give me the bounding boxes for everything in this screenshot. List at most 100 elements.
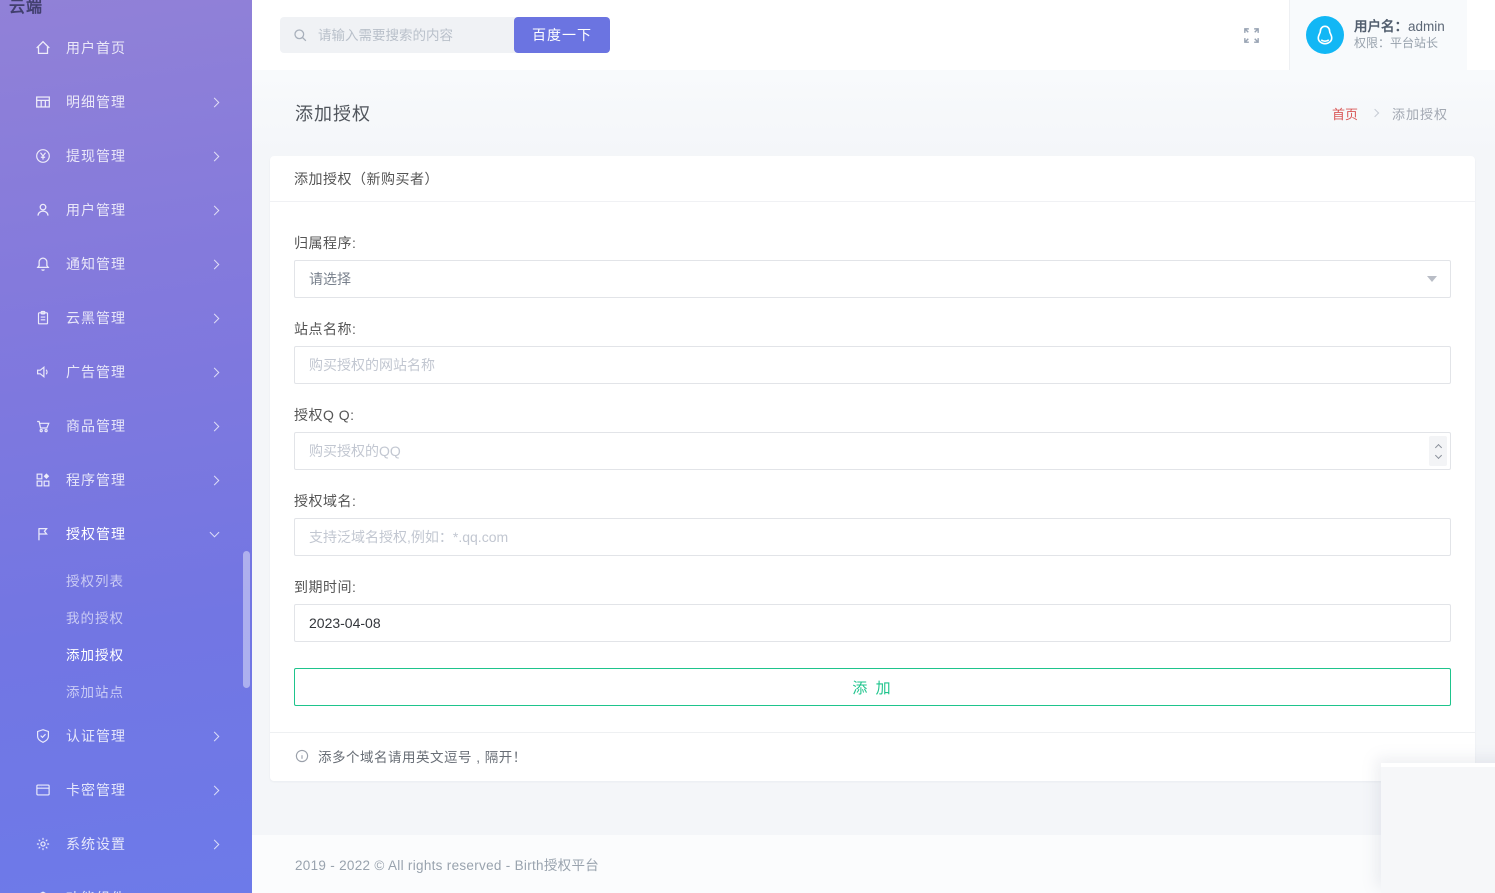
chevron-right-icon [209, 475, 220, 485]
sidebar-item-cardkey[interactable]: 卡密管理 [0, 763, 252, 817]
card-icon [34, 781, 52, 799]
subitem-label: 我的授权 [66, 610, 124, 626]
subitem-label: 添加站点 [66, 684, 124, 700]
shield-check-icon [34, 727, 52, 745]
field-label-expire: 到期时间: [294, 579, 357, 595]
user-name-label: 用户名： [1354, 19, 1408, 34]
breadcrumb: 首页 添加授权 [1332, 104, 1448, 123]
bell-icon [34, 255, 52, 273]
expire-date-input[interactable] [294, 604, 1451, 642]
sidebar-item-label: 系统设置 [66, 836, 126, 852]
number-stepper[interactable] [1429, 436, 1447, 466]
brand-title: 云端 [9, 0, 44, 16]
sidebar-item-ads[interactable]: 广告管理 [0, 345, 252, 399]
sidebar-item-label: 卡密管理 [66, 782, 126, 798]
chevron-right-icon [209, 151, 220, 161]
select-caret-icon [1427, 276, 1437, 282]
domain-input[interactable] [294, 518, 1451, 556]
user-name-value: admin [1408, 19, 1445, 34]
chevron-right-icon [209, 259, 220, 269]
sidebar-item-notify[interactable]: 通知管理 [0, 237, 252, 291]
stepper-down-icon[interactable] [1434, 451, 1442, 459]
site-name-input[interactable] [294, 346, 1451, 384]
search-box [280, 17, 516, 53]
info-circle-icon [294, 748, 310, 764]
chevron-right-icon [209, 731, 220, 741]
page-title: 添加授权 [295, 104, 371, 124]
cart-icon [34, 417, 52, 435]
qq-penguin-icon [1306, 16, 1344, 54]
blank-overlay-panel [1381, 763, 1495, 893]
sidebar: 云端 用户首页 明细管理 提现管理 用户管理 [0, 0, 252, 893]
field-label-qq: 授权Q Q: [294, 407, 355, 423]
user-role-value: 平台站长 [1390, 36, 1439, 50]
add-button[interactable]: 添 加 [294, 668, 1451, 706]
sidebar-item-home[interactable]: 用户首页 [0, 21, 252, 75]
card-note-text: 添多个域名请用英文逗号 , 隔开！ [318, 750, 527, 765]
chevron-right-icon [209, 367, 220, 377]
field-label-program: 归属程序: [294, 235, 357, 251]
sidebar-item-label: 用户管理 [66, 202, 126, 218]
card-note: 添多个域名请用英文逗号 , 隔开！ [270, 732, 1475, 781]
user-block[interactable]: 用户名：admin 权限：平台站长 [1290, 0, 1467, 70]
user-icon [34, 201, 52, 219]
main-area: 百度一下 用户名：admin 权限：平台站长 添加授权 首页 添加授权 [252, 0, 1495, 893]
program-select[interactable]: 请选择 [294, 260, 1451, 298]
expire-date-wrap [294, 604, 1451, 642]
sidebar-item-goods[interactable]: 商品管理 [0, 399, 252, 453]
table-icon [34, 93, 52, 111]
fullscreen-expand-icon[interactable] [1242, 25, 1262, 45]
chevron-right-icon [209, 421, 220, 431]
sidebar-item-auth[interactable]: 认证管理 [0, 709, 252, 763]
user-name-line: 用户名：admin [1354, 18, 1445, 35]
field-label-domain: 授权域名: [294, 493, 357, 509]
sidebar-item-programs[interactable]: 程序管理 [0, 453, 252, 507]
sidebar-item-settings[interactable]: 系统设置 [0, 817, 252, 871]
breadcrumb-current: 添加授权 [1391, 106, 1448, 122]
card-header-title: 添加授权（新购买者） [270, 156, 1475, 202]
baidu-search-button[interactable]: 百度一下 [514, 17, 610, 53]
sidebar-subitem-add-site[interactable]: 添加站点 [0, 672, 252, 709]
home-icon [34, 39, 52, 57]
sidebar-item-details[interactable]: 明细管理 [0, 75, 252, 129]
sidebar-item-blacklist[interactable]: 云黑管理 [0, 291, 252, 345]
components-icon [34, 889, 52, 893]
program-select-value: 请选择 [309, 271, 351, 287]
sidebar-item-users[interactable]: 用户管理 [0, 183, 252, 237]
qq-input[interactable] [294, 432, 1451, 470]
sidebar-subitem-my-license[interactable]: 我的授权 [0, 598, 252, 635]
breadcrumb-home-link[interactable]: 首页 [1331, 106, 1358, 122]
chevron-right-icon [209, 205, 220, 215]
stepper-up-icon[interactable] [1434, 443, 1442, 451]
topbar-divider [1289, 0, 1290, 70]
sidebar-item-withdraw[interactable]: 提现管理 [0, 129, 252, 183]
qq-wrap [294, 432, 1451, 470]
sidebar-item-components[interactable]: 功能组件 [0, 871, 252, 893]
sidebar-item-license[interactable]: 授权管理 [0, 507, 252, 561]
yen-circle-icon [34, 147, 52, 165]
chevron-right-icon [209, 313, 220, 323]
footer: 2019 - 2022 © All rights reserved - Birt… [252, 835, 1495, 893]
sidebar-subitem-add-license[interactable]: 添加授权 [0, 635, 252, 672]
sidebar-item-label: 明细管理 [66, 94, 126, 110]
site-name-wrap [294, 346, 1451, 384]
field-label-site-name: 站点名称: [294, 321, 357, 337]
sidebar-item-label: 提现管理 [66, 148, 126, 164]
chevron-right-icon [209, 839, 220, 849]
domain-wrap [294, 518, 1451, 556]
user-role-line: 权限：平台站长 [1354, 35, 1445, 52]
search-group: 百度一下 [280, 17, 610, 53]
user-role-label: 权限： [1354, 36, 1391, 50]
sidebar-item-label: 商品管理 [66, 418, 126, 434]
clipboard-icon [34, 309, 52, 327]
breadcrumb-chevron-icon [1370, 108, 1380, 118]
search-input[interactable] [318, 27, 504, 43]
user-info: 用户名：admin 权限：平台站长 [1354, 18, 1445, 52]
subitem-label: 授权列表 [66, 573, 124, 589]
sidebar-item-label: 功能组件 [66, 888, 126, 893]
add-license-card: 添加授权（新购买者） 归属程序: 请选择 站点名称: 授权Q Q: [270, 156, 1475, 781]
sidebar-scrollbar-thumb[interactable] [243, 551, 250, 688]
subitem-label: 添加授权 [66, 647, 124, 663]
sidebar-subitem-license-list[interactable]: 授权列表 [0, 561, 252, 598]
gear-icon [34, 835, 52, 853]
